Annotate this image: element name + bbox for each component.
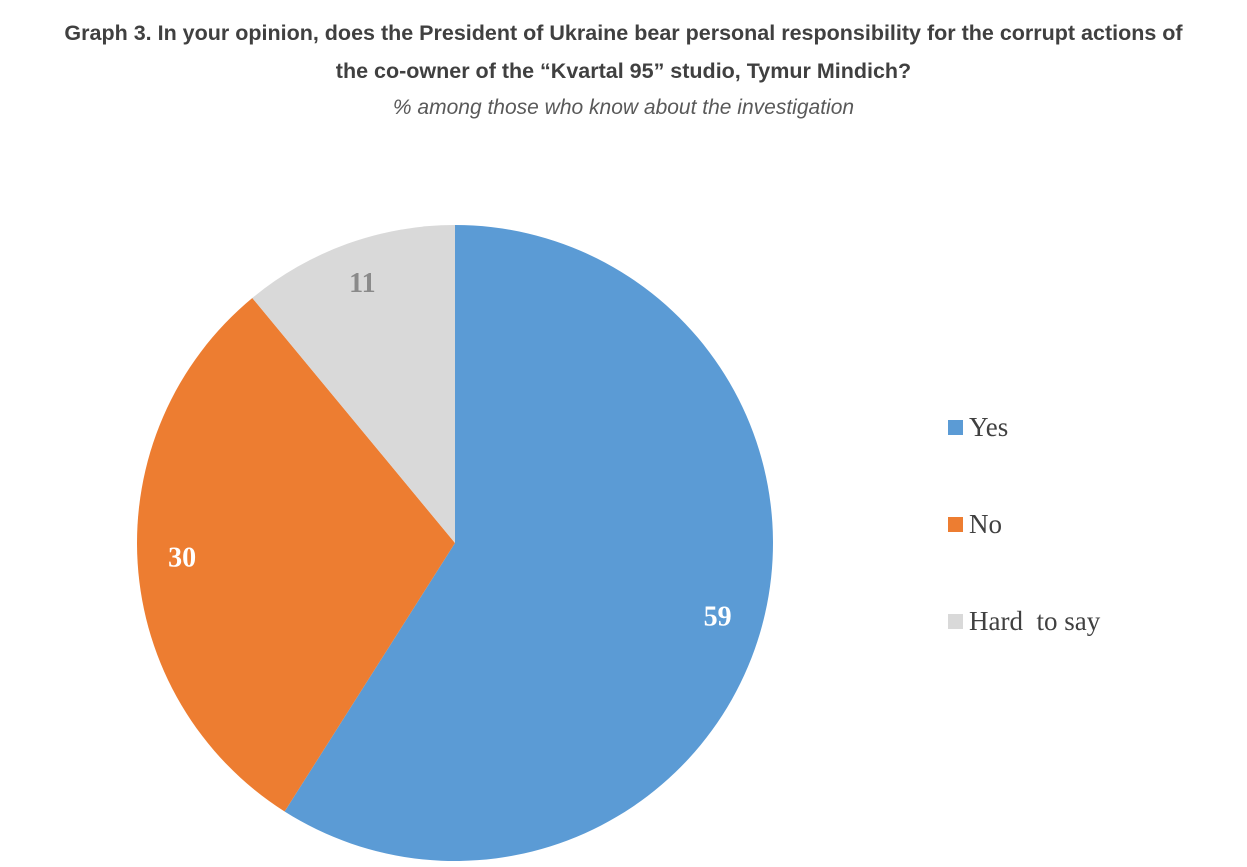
legend-label: Yes xyxy=(969,412,1009,442)
pie-slices xyxy=(137,225,773,861)
legend-item: Hard to say xyxy=(948,606,1100,637)
legend-swatch-icon xyxy=(948,517,963,532)
legend-item: No xyxy=(948,509,1100,540)
pie-value-label: 59 xyxy=(704,602,732,633)
legend-swatch-icon xyxy=(948,614,963,629)
chart-title: Graph 3. In your opinion, does the Presi… xyxy=(64,21,1183,83)
chart-subtitle: % among those who know about the investi… xyxy=(392,96,855,119)
legend-item: Yes xyxy=(948,412,1100,443)
chart-header: Graph 3. In your opinion, does the Presi… xyxy=(0,14,1247,120)
legend-label: Hard to say xyxy=(969,606,1101,636)
pie-slice-hard-to-say xyxy=(252,225,455,543)
pie-slice-no xyxy=(137,297,456,812)
pie-value-label: 11 xyxy=(349,268,375,299)
legend-swatch-icon xyxy=(948,420,963,435)
pie-slice-yes xyxy=(284,225,773,861)
pie-value-label: 30 xyxy=(168,543,196,574)
legend-label: No xyxy=(969,509,1002,539)
legend: Yes No Hard to say xyxy=(948,412,1100,637)
pie-value-labels: 59 30 11 xyxy=(168,268,732,633)
